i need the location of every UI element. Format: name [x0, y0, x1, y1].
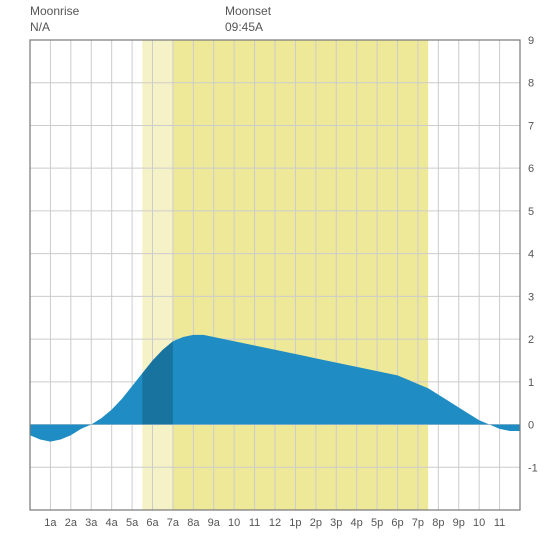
svg-text:2a: 2a	[65, 517, 78, 529]
svg-text:7: 7	[528, 120, 534, 132]
moonset-block: Moonset 09:45A	[225, 4, 271, 35]
svg-text:11: 11	[494, 517, 505, 529]
svg-text:11: 11	[249, 517, 260, 529]
svg-text:8a: 8a	[187, 517, 200, 529]
svg-text:2p: 2p	[310, 517, 322, 529]
svg-text:2: 2	[528, 334, 534, 346]
svg-text:12: 12	[269, 517, 281, 529]
svg-text:6p: 6p	[391, 517, 403, 529]
svg-text:3a: 3a	[85, 517, 98, 529]
moonrise-block: Moonrise N/A	[30, 4, 79, 35]
svg-text:3: 3	[528, 291, 534, 303]
svg-text:4: 4	[528, 249, 534, 261]
svg-text:1: 1	[528, 377, 534, 389]
svg-text:3p: 3p	[330, 517, 342, 529]
tide-chart-container: Moonrise N/A Moonset 09:45A 1a2a3a4a5a6a…	[0, 0, 550, 550]
svg-text:6a: 6a	[146, 517, 159, 529]
svg-text:7a: 7a	[167, 517, 180, 529]
svg-text:9p: 9p	[453, 517, 465, 529]
tide-chart: 1a2a3a4a5a6a7a8a9a1011121p2p3p4p5p6p7p8p…	[0, 0, 550, 550]
svg-text:6: 6	[528, 163, 534, 175]
svg-text:4p: 4p	[351, 517, 363, 529]
moonrise-value: N/A	[30, 20, 79, 36]
svg-text:8p: 8p	[432, 517, 444, 529]
svg-text:0: 0	[528, 420, 534, 432]
svg-text:1p: 1p	[289, 517, 301, 529]
svg-text:10: 10	[473, 517, 485, 529]
svg-text:1a: 1a	[44, 517, 57, 529]
svg-text:10: 10	[228, 517, 240, 529]
moonrise-label: Moonrise	[30, 4, 79, 20]
svg-text:9a: 9a	[208, 517, 221, 529]
svg-text:7p: 7p	[412, 517, 424, 529]
svg-text:9: 9	[528, 35, 534, 47]
svg-text:8: 8	[528, 78, 534, 90]
svg-text:5p: 5p	[371, 517, 383, 529]
svg-text:5: 5	[528, 206, 534, 218]
moonset-label: Moonset	[225, 4, 271, 20]
svg-text:-1: -1	[528, 462, 538, 474]
svg-text:4a: 4a	[106, 517, 119, 529]
moonset-value: 09:45A	[225, 20, 271, 36]
svg-text:5a: 5a	[126, 517, 139, 529]
